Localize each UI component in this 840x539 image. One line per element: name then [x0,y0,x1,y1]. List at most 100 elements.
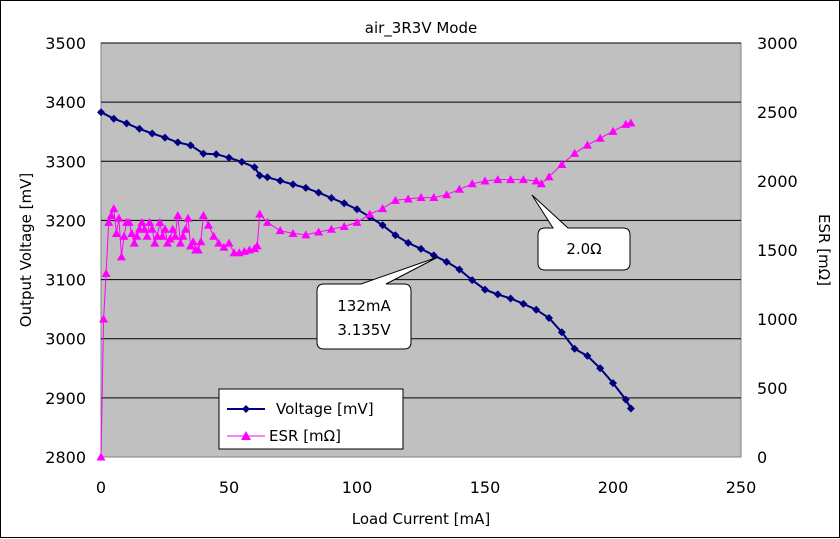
voltage-point [391,231,400,240]
x-tick-label: 0 [96,478,106,497]
esr-point [170,231,180,240]
gridlines [101,42,741,399]
esr-point [198,211,208,219]
esr-point [403,194,413,203]
esr-point [518,175,528,184]
axis-ticks: 2800290030003100320033003400350005001000… [45,34,797,497]
esr-point [178,231,188,240]
y-left-tick-label: 3300 [45,152,86,171]
callout-voltage-line-1: 132mA [337,297,391,315]
esr-point [214,238,224,247]
voltage-point [237,157,246,166]
callout-esr: 2.0Ω [531,194,631,271]
esr-point [173,211,183,219]
esr-point [429,193,439,202]
esr-point [116,252,126,261]
voltage-point [135,124,144,133]
voltage-point [109,114,118,123]
voltage-point [442,257,451,266]
voltage-point [596,364,605,373]
esr-point [183,213,193,222]
y-left-tick-label: 3000 [45,330,86,349]
esr-point [209,231,219,240]
esr-point [127,228,137,237]
voltage-point [353,205,361,214]
voltage-point [378,221,387,230]
legend: Voltage [mV] ESR [mΩ] [218,388,404,450]
esr-point [147,224,157,233]
y-axis-label-right: ESR [mΩ] [815,214,833,286]
esr-point [339,222,349,231]
voltage-point [212,150,221,159]
y-right-tick-label: 1500 [757,241,798,260]
x-tick-label: 150 [470,478,501,497]
x-tick-label: 250 [726,478,757,497]
esr-point [219,242,229,251]
chart-title: air_3R3V Mode [365,19,477,38]
esr-point [119,231,129,240]
y-right-tick-label: 1000 [757,310,798,329]
voltage-point [621,395,630,404]
esr-point [454,184,464,193]
esr-point [544,172,554,181]
esr-point [109,204,119,213]
esr-point [416,193,426,202]
esr-point [124,217,134,226]
callout-esr-line-1: 2.0Ω [566,240,601,258]
esr-point [390,195,400,204]
voltage-point [122,119,131,128]
esr-point [180,224,190,233]
esr-point [288,228,298,237]
esr-point [326,224,336,233]
esr-point [252,241,262,250]
esr-point [129,238,139,247]
voltage-point [455,265,464,274]
y-left-tick-label: 3200 [45,211,86,230]
y-right-tick-label: 0 [757,448,767,467]
voltage-point [583,351,592,360]
esr-point [165,234,175,243]
voltage-point [626,404,635,413]
esr-point [111,228,121,237]
esr-point [352,217,362,226]
y-left-tick-label: 3400 [45,93,86,112]
esr-point [531,176,541,185]
voltage-point [255,171,264,180]
esr-point [145,217,155,226]
esr-point [150,238,160,247]
esr-point [255,209,265,218]
esr-point [365,209,375,218]
voltage-point [173,138,182,147]
x-tick-label: 100 [342,478,373,497]
voltage-point [532,305,541,314]
esr-point [626,118,636,127]
esr-point [163,238,173,247]
voltage-point [340,199,349,208]
voltage-point [161,133,169,142]
esr-point [595,133,605,142]
esr-series [96,118,636,461]
esr-point [493,175,503,184]
voltage-point [97,108,105,117]
legend-voltage-marker [242,405,250,413]
esr-point [142,231,152,240]
voltage-point [545,314,553,323]
voltage-point [263,173,272,182]
esr-point [104,217,114,226]
voltage-point [609,379,617,388]
voltage-point [301,183,310,192]
esr-point [140,224,150,233]
y-right-tick-label: 500 [757,379,788,398]
voltage-point [250,163,259,172]
esr-point [224,238,234,247]
voltage-point [327,193,336,202]
esr-point [506,175,516,184]
esr-point [186,241,196,250]
esr-point [188,237,198,246]
y-axis-label-left: Output Voltage [mV] [17,173,35,327]
esr-point [275,226,285,235]
esr-point [168,224,178,233]
esr-point [480,176,490,185]
voltage-point [557,328,566,337]
